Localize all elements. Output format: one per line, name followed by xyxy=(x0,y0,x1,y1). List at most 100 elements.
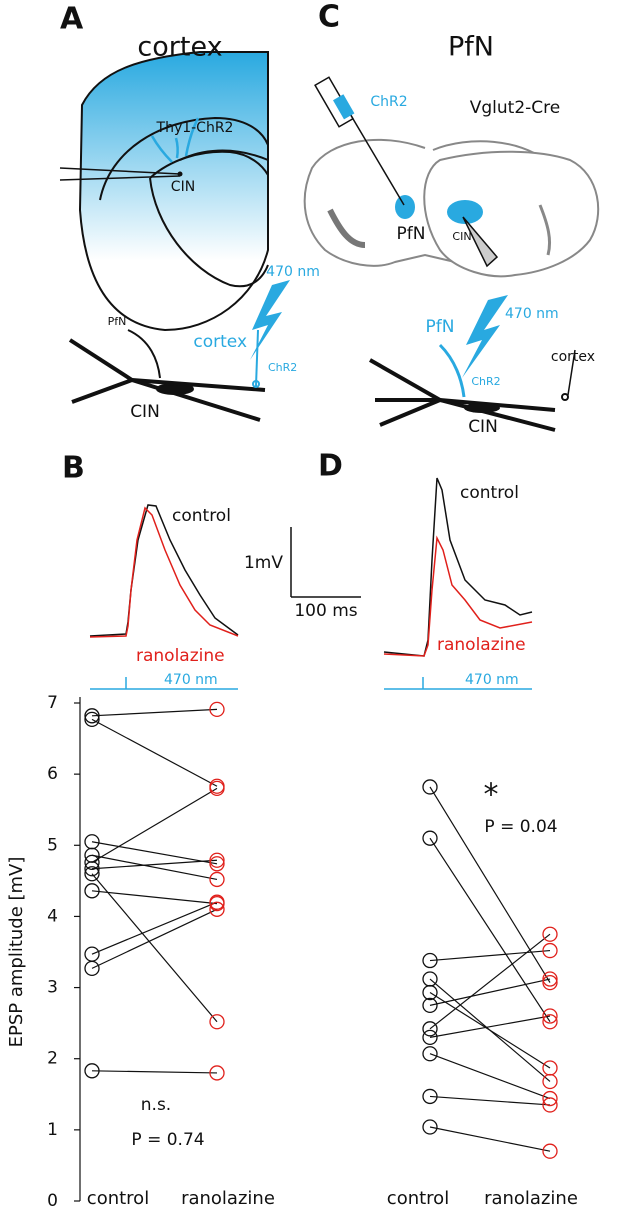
light-label: 470 nm xyxy=(505,306,559,322)
example-traces xyxy=(89,477,533,690)
pair-line xyxy=(91,890,218,905)
data-point xyxy=(422,952,438,969)
data-point xyxy=(84,708,100,724)
pair-line xyxy=(91,854,218,881)
y-tick-label: 4 xyxy=(47,906,58,926)
stim-label: 470 nm xyxy=(465,672,519,688)
pair-line xyxy=(91,787,218,863)
y-axis-label: EPSP amplitude [mV] xyxy=(6,857,27,1048)
data-point xyxy=(542,1143,558,1159)
data-point xyxy=(84,1063,100,1079)
pair-line xyxy=(91,718,218,787)
data-point xyxy=(209,856,225,872)
pair-line xyxy=(429,992,551,1069)
data-point xyxy=(84,854,100,871)
trace-label: ranolazine xyxy=(136,646,225,666)
data-point xyxy=(84,960,100,977)
pair-line xyxy=(91,1070,218,1074)
chr2-label: ChR2 xyxy=(268,361,297,374)
data-point xyxy=(209,894,225,910)
y-tick-label: 2 xyxy=(47,1049,58,1069)
data-point xyxy=(84,866,100,882)
y-tick-label: 1 xyxy=(47,1120,58,1140)
data-point xyxy=(542,1008,558,1024)
pair-line xyxy=(91,859,218,870)
panel-title: cortex xyxy=(137,32,222,63)
pair-line xyxy=(429,837,551,1023)
data-point xyxy=(209,871,225,888)
y-tick-label: 5 xyxy=(47,835,58,855)
pfn-input-label: PfN xyxy=(426,317,455,337)
data-point xyxy=(209,852,225,868)
data-point xyxy=(422,997,438,1014)
cortex-label: cortex xyxy=(551,349,595,365)
trace-label: control xyxy=(460,483,519,503)
data-point xyxy=(542,1090,558,1107)
annotation: n.s. xyxy=(141,1095,171,1115)
pair-line xyxy=(429,1015,551,1038)
data-point xyxy=(209,780,225,797)
y-tick-label: 0 xyxy=(47,1191,58,1211)
panel-c-diagram xyxy=(303,76,600,432)
data-point xyxy=(209,901,225,917)
data-point xyxy=(209,1014,225,1030)
data-point xyxy=(542,1014,558,1030)
transgene-label: Vglut2-Cre xyxy=(470,98,560,118)
cin-label: CIN xyxy=(452,230,471,243)
trace-label: ranolazine xyxy=(437,635,526,655)
pfn-label: PfN xyxy=(108,315,127,328)
data-point xyxy=(84,861,100,877)
data-point xyxy=(209,1065,225,1081)
cin-label: CIN xyxy=(468,417,498,437)
cin-label: CIN xyxy=(171,179,195,195)
pair-line xyxy=(429,1126,551,1152)
pair-line xyxy=(429,1095,551,1106)
data-point xyxy=(542,1097,558,1113)
data-point xyxy=(422,779,438,795)
data-point xyxy=(542,971,558,987)
pair-line xyxy=(429,978,551,1006)
data-point xyxy=(422,1088,438,1105)
chr2-label: ChR2 xyxy=(471,375,500,388)
panel-letter: B xyxy=(62,451,85,486)
data-point xyxy=(422,1021,438,1037)
data-point xyxy=(422,984,438,1001)
data-point xyxy=(542,1060,558,1076)
pair-line xyxy=(91,708,218,717)
annotation: P = 0.74 xyxy=(131,1130,204,1150)
y-tick-label: 6 xyxy=(47,764,58,784)
data-point xyxy=(422,1029,438,1046)
pair-line xyxy=(429,949,551,962)
stim-label: 470 nm xyxy=(164,672,218,688)
pair-line xyxy=(91,873,218,1023)
pair-line xyxy=(91,901,218,955)
pair-line xyxy=(429,1053,551,1100)
cin-label: CIN xyxy=(130,402,160,422)
data-point xyxy=(84,883,100,899)
panel-letter: A xyxy=(60,2,84,37)
light-label: 470 nm xyxy=(266,264,320,280)
x-tick-label: control xyxy=(87,1188,149,1209)
data-point xyxy=(84,711,100,728)
data-point xyxy=(542,974,558,991)
data-point xyxy=(209,701,225,718)
pfn-label: PfN xyxy=(397,224,426,244)
transgene-label: Thy1-ChR2 xyxy=(156,120,234,136)
x-tick-label: control xyxy=(387,1188,449,1209)
pair-line xyxy=(91,841,218,865)
data-point xyxy=(542,942,558,959)
panel-a-diagram xyxy=(59,51,290,422)
chr2-label: ChR2 xyxy=(370,94,407,110)
pair-line xyxy=(91,908,218,969)
cortex-label: cortex xyxy=(193,332,247,352)
scale-label: 100 ms xyxy=(294,601,357,621)
annotation: P = 0.04 xyxy=(484,817,557,837)
x-tick-label: ranolazine xyxy=(181,1188,275,1209)
pair-line xyxy=(429,933,551,1030)
trace-label: control xyxy=(172,506,231,526)
y-tick-label: 7 xyxy=(47,693,58,713)
data-point xyxy=(422,830,438,846)
annotation: * xyxy=(484,778,499,813)
data-point xyxy=(422,1119,438,1135)
